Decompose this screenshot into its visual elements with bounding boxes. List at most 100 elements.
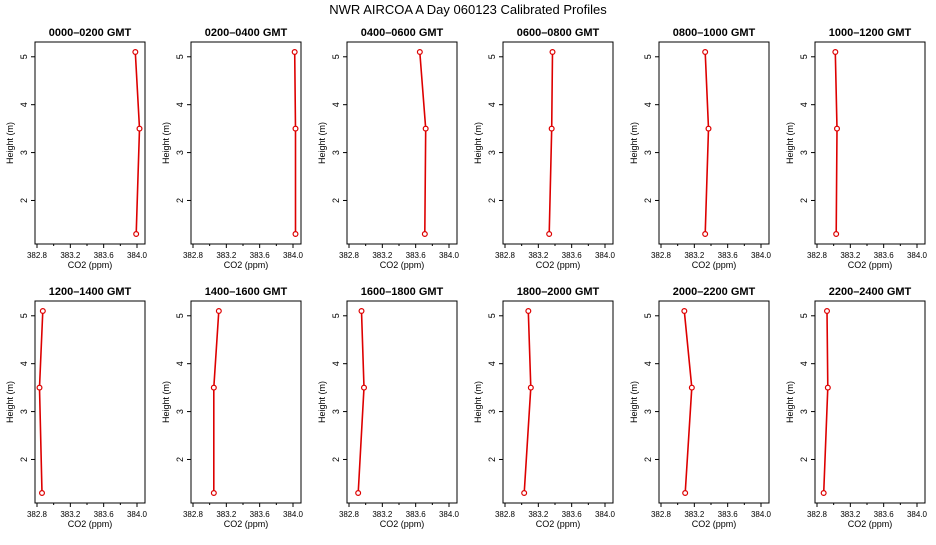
x-tick-label: 383.6 xyxy=(874,251,895,260)
y-tick-label: 3 xyxy=(19,150,29,155)
y-tick-label: 2 xyxy=(643,457,653,462)
y-tick-label: 4 xyxy=(643,361,653,366)
x-tick-label: 384.0 xyxy=(283,510,304,519)
x-tick-label: 384.0 xyxy=(127,251,148,260)
data-point xyxy=(682,490,689,497)
y-tick-label: 2 xyxy=(487,457,497,462)
panel-12: 2200–2400 GMT 382.8 383.2 383.6 384.0 CO2 (pp… xyxy=(785,286,928,529)
x-tick-label: 383.2 xyxy=(840,510,861,519)
profile-line xyxy=(293,51,297,234)
x-tick-label: 383.2 xyxy=(60,510,81,519)
data-point xyxy=(546,231,553,238)
data-point xyxy=(688,384,695,391)
panel-11: 2000–2200 GMT 382.8 383.2 383.6 384.0 CO2 (pp… xyxy=(629,286,772,529)
data-point xyxy=(820,490,827,497)
x-axis-label: CO2 (ppm) xyxy=(224,260,269,270)
x-tick-label: 382.8 xyxy=(183,510,204,519)
y-tick-label: 5 xyxy=(19,313,29,318)
data-point xyxy=(832,48,839,55)
x-tick-label: 382.8 xyxy=(495,251,516,260)
profile-line xyxy=(357,310,365,494)
y-tick-label: 4 xyxy=(331,361,341,366)
x-axis-label: CO2 (ppm) xyxy=(536,519,581,529)
data-point xyxy=(823,308,830,315)
data-point xyxy=(525,308,532,315)
y-tick-label: 4 xyxy=(331,102,341,107)
plot-frame xyxy=(346,41,458,245)
y-axis-label: Height (m) xyxy=(629,381,639,423)
x-tick-label: 382.8 xyxy=(183,251,204,260)
panel-title: 0000–0200 GMT xyxy=(49,27,132,39)
x-tick-label: 383.6 xyxy=(250,251,271,260)
profile-line xyxy=(548,51,554,235)
y-tick-label: 5 xyxy=(799,313,809,318)
y-tick-label: 3 xyxy=(175,409,185,414)
y-tick-label: 2 xyxy=(799,457,809,462)
panel-title: 2200–2400 GMT xyxy=(829,286,912,298)
plot-frame xyxy=(658,300,770,504)
panel-title: 0600–0800 GMT xyxy=(517,27,600,39)
profile-line xyxy=(419,51,427,235)
y-tick-label: 2 xyxy=(175,198,185,203)
data-point xyxy=(292,231,299,238)
y-tick-label: 3 xyxy=(643,150,653,155)
x-tick-label: 382.8 xyxy=(339,510,360,519)
data-point xyxy=(824,384,831,391)
x-tick-label: 382.8 xyxy=(27,251,48,260)
panel-title: 0400–0600 GMT xyxy=(361,27,444,39)
data-point xyxy=(361,384,368,391)
y-tick-label: 3 xyxy=(799,150,809,155)
panel-10: 1800–2000 GMT 382.8 383.2 383.6 384.0 CO2 (pp… xyxy=(473,286,616,529)
plot-frame xyxy=(190,300,302,504)
data-point xyxy=(291,48,298,55)
data-point xyxy=(422,125,429,132)
x-tick-label: 383.2 xyxy=(216,510,237,519)
y-tick-label: 3 xyxy=(487,409,497,414)
data-point xyxy=(521,490,528,497)
panel-1: 0000–0200 GMT 382.8 383.2 383.6 384.0 CO2 (pp… xyxy=(5,27,148,270)
x-tick-label: 384.0 xyxy=(907,510,928,519)
x-tick-label: 384.0 xyxy=(439,510,460,519)
data-point xyxy=(548,125,555,132)
y-tick-label: 3 xyxy=(19,409,29,414)
y-axis-label: Height (m) xyxy=(629,122,639,164)
y-tick-label: 3 xyxy=(643,409,653,414)
y-tick-label: 3 xyxy=(331,409,341,414)
profile-line xyxy=(523,310,532,494)
data-point xyxy=(210,490,217,497)
profile-line xyxy=(704,51,710,235)
panel-6: 1000–1200 GMT 382.8 383.2 383.6 384.0 CO2 (pp… xyxy=(785,27,928,270)
y-tick-label: 2 xyxy=(331,457,341,462)
x-axis-label: CO2 (ppm) xyxy=(380,260,425,270)
plot-frame xyxy=(190,41,302,245)
panel-title: 1000–1200 GMT xyxy=(829,27,912,39)
plot-frame xyxy=(34,41,146,245)
profile-line xyxy=(822,310,829,494)
y-tick-label: 5 xyxy=(331,54,341,59)
y-tick-label: 2 xyxy=(331,198,341,203)
plot-frame xyxy=(502,41,614,245)
profile-line xyxy=(134,51,141,235)
data-point xyxy=(39,308,46,315)
x-tick-label: 383.6 xyxy=(406,251,427,260)
y-axis-label: Height (m) xyxy=(5,381,15,423)
y-tick-label: 4 xyxy=(487,102,497,107)
plot-frame xyxy=(814,300,926,504)
x-tick-label: 382.8 xyxy=(27,510,48,519)
data-point xyxy=(705,125,712,132)
panel-title: 1800–2000 GMT xyxy=(517,286,600,298)
x-tick-label: 383.2 xyxy=(684,251,705,260)
x-tick-label: 383.6 xyxy=(718,510,739,519)
profile-line xyxy=(834,51,838,235)
y-tick-label: 4 xyxy=(175,102,185,107)
x-tick-label: 384.0 xyxy=(283,251,304,260)
data-point xyxy=(292,125,299,132)
data-point xyxy=(355,490,362,497)
panel-3: 0400–0600 GMT 382.8 383.2 383.6 384.0 CO2 (pp… xyxy=(317,27,460,270)
y-axis-label: Height (m) xyxy=(785,122,795,164)
x-tick-label: 384.0 xyxy=(439,251,460,260)
y-axis-label: Height (m) xyxy=(473,381,483,423)
data-point xyxy=(36,384,43,391)
